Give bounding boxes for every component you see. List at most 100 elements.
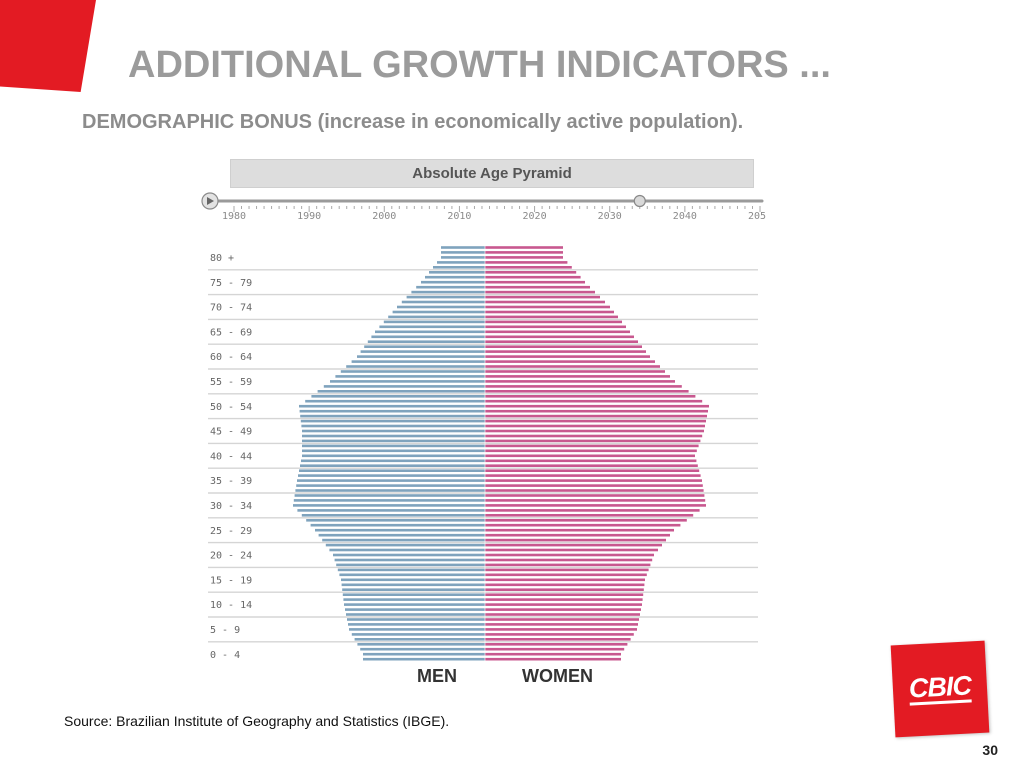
women-bar — [485, 449, 697, 453]
women-bar — [485, 439, 701, 443]
age-group-label: 25 - 29 — [210, 526, 252, 537]
women-bar — [485, 479, 702, 482]
timeline-handle[interactable] — [633, 194, 646, 208]
men-bar — [311, 395, 485, 398]
men-bar — [341, 578, 485, 582]
timeline-year-label: 1980 — [222, 211, 246, 222]
women-bar — [485, 608, 641, 611]
men-bar — [297, 479, 485, 482]
women-bar — [485, 573, 647, 577]
men-bar — [429, 271, 485, 274]
women-bar — [485, 345, 642, 348]
men-bar — [421, 280, 485, 284]
women-bar — [485, 618, 639, 621]
chart-title: Absolute Age Pyramid — [230, 159, 754, 188]
men-bar — [343, 598, 485, 601]
timeline-year-label: 2030 — [598, 211, 622, 222]
women-bar — [485, 504, 706, 507]
men-bar — [337, 568, 485, 572]
play-icon[interactable] — [201, 192, 219, 210]
men-bar — [349, 628, 485, 631]
men-bar — [340, 370, 485, 373]
men-bar — [323, 385, 485, 388]
men-bar — [347, 618, 485, 621]
women-bar — [485, 657, 621, 661]
women-bar — [485, 271, 577, 274]
women-bar — [485, 360, 655, 363]
men-bar — [335, 375, 485, 378]
men-bar — [371, 335, 485, 339]
men-bar — [333, 553, 485, 557]
men-bar — [354, 638, 485, 641]
men-bar — [317, 390, 485, 393]
men-bar — [357, 643, 485, 646]
logo-text: CBIC — [908, 670, 972, 706]
men-bar — [305, 399, 485, 403]
men-bar — [388, 315, 485, 319]
women-bar — [485, 330, 630, 334]
timeline-year-label: 2040 — [673, 211, 697, 222]
women-bar — [485, 246, 563, 249]
timeline-year-label: 1990 — [297, 211, 321, 222]
men-bar — [397, 305, 485, 309]
men-bar — [363, 652, 485, 656]
women-bar — [485, 370, 665, 373]
men-bar — [383, 320, 485, 324]
women-bar — [485, 568, 649, 572]
women-bar — [485, 325, 626, 329]
men-bar — [406, 295, 485, 299]
age-group-label: 10 - 14 — [210, 600, 252, 611]
women-bar — [485, 598, 643, 601]
women-bar — [485, 464, 698, 467]
women-bar — [485, 320, 622, 324]
age-group-label: 5 - 9 — [210, 625, 240, 636]
women-bar — [485, 643, 628, 646]
women-bar — [485, 305, 610, 309]
women-bar — [485, 583, 645, 587]
men-bar — [401, 300, 485, 304]
women-bar — [485, 628, 637, 631]
age-group-label: 55 - 59 — [210, 377, 252, 388]
women-bar — [485, 399, 703, 403]
women-bar — [485, 514, 694, 517]
women-bar — [485, 647, 625, 651]
men-bar — [318, 533, 485, 537]
women-bar — [485, 375, 670, 378]
men-bar — [330, 380, 485, 383]
women-bar — [485, 414, 707, 418]
women-bar — [485, 385, 682, 388]
men-bar — [342, 593, 485, 596]
women-bar — [485, 633, 634, 636]
page-number: 30 — [982, 742, 998, 758]
age-pyramid-chart: 0 - 4 5 - 9 10 - 14 15 - 19 20 - 24 25 - 29 30… — [208, 246, 758, 662]
men-bar — [325, 543, 485, 547]
women-bar — [485, 300, 605, 304]
men-label: MEN — [417, 666, 457, 686]
timeline-year-label: 2000 — [372, 211, 396, 222]
men-bar — [302, 439, 485, 443]
men-bar — [360, 647, 485, 651]
women-bar — [485, 533, 670, 537]
women-bar — [485, 395, 696, 398]
men-bar — [293, 504, 485, 507]
women-bar — [485, 444, 699, 448]
women-bar — [485, 638, 631, 641]
men-bar — [310, 523, 485, 527]
men-bar — [306, 519, 485, 522]
women-bar — [485, 603, 642, 606]
age-group-label: 65 - 69 — [210, 327, 252, 338]
men-bar — [300, 464, 485, 467]
men-bar — [364, 345, 485, 348]
women-bar — [485, 543, 662, 547]
women-bar — [485, 523, 681, 527]
men-bar — [300, 414, 485, 418]
women-bar — [485, 652, 621, 656]
women-bar — [485, 538, 666, 542]
women-bar — [485, 519, 687, 522]
women-bar — [485, 310, 614, 314]
women-bar — [485, 365, 660, 368]
women-bar — [485, 528, 674, 532]
women-bar — [485, 380, 675, 383]
men-bar — [363, 657, 485, 661]
